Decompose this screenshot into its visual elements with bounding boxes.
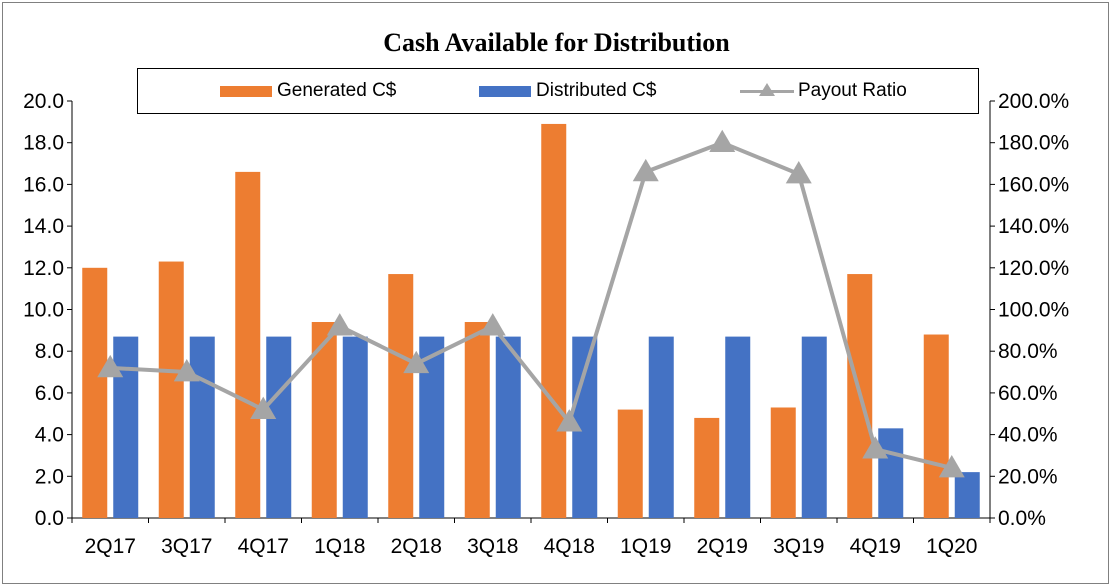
legend-label-payout: Payout Ratio	[798, 80, 907, 101]
legend-item-payout: Payout Ratio	[740, 80, 907, 102]
x-tick-label: 2Q17	[85, 535, 136, 558]
bar-generated	[617, 409, 643, 518]
y-tick-label-right: 20.0%	[998, 465, 1058, 488]
y-tick-label-right: 120.0%	[998, 257, 1069, 280]
bar-generated	[388, 274, 414, 518]
chart-title: Cash Available for Distribution	[383, 28, 730, 57]
x-tick-label: 1Q19	[620, 535, 671, 558]
bar-distributed	[495, 336, 521, 518]
legend-item-generated: Generated C$	[220, 80, 396, 102]
y-tick-label-right: 160.0%	[998, 173, 1069, 196]
y-tick-label-left: 10.0	[23, 299, 64, 322]
y-tick-label-right: 200.0%	[998, 90, 1069, 113]
y-tick-label-left: 6.0	[35, 382, 64, 405]
legend-label-generated: Generated C$	[277, 80, 397, 101]
marker-payout-ratio	[709, 129, 736, 153]
x-tick-label: 2Q18	[391, 535, 442, 558]
bar-distributed	[648, 336, 674, 518]
bar-generated	[158, 261, 184, 518]
marker-payout-ratio	[862, 436, 889, 459]
marker-payout-ratio	[97, 354, 124, 378]
bar-distributed	[725, 336, 751, 518]
x-tick-label: 1Q18	[314, 535, 365, 558]
marker-payout-ratio	[326, 313, 353, 336]
bar-distributed	[878, 428, 904, 518]
y-tick-label-left: 2.0	[35, 465, 64, 488]
y-tick-label-right: 180.0%	[998, 132, 1069, 155]
y-tick-label-left: 18.0	[23, 132, 64, 155]
legend-swatch-generated	[220, 85, 272, 97]
y-tick-label-right: 0.0%	[998, 507, 1046, 530]
bar-generated	[923, 334, 949, 518]
y-tick-label-left: 8.0	[35, 340, 64, 363]
x-tick-label: 4Q17	[238, 535, 289, 558]
marker-payout-ratio	[938, 454, 965, 478]
line-payout-ratio	[110, 140, 953, 470]
x-tick-label: 3Q18	[467, 535, 518, 558]
y-tick-label-left: 4.0	[35, 424, 64, 447]
marker-payout-ratio	[785, 160, 812, 184]
bar-distributed	[189, 336, 215, 518]
x-tick-label: 1Q20	[926, 535, 977, 558]
y-tick-label-right: 100.0%	[998, 299, 1069, 322]
y-tick-label-right: 80.0%	[998, 340, 1058, 363]
bar-generated	[464, 322, 490, 518]
y-tick-label-left: 16.0	[23, 173, 64, 196]
marker-payout-ratio	[479, 313, 506, 336]
x-tick-label: 4Q19	[850, 535, 901, 558]
x-tick-label: 3Q19	[773, 535, 824, 558]
marker-payout-ratio	[632, 158, 659, 182]
bar-distributed	[113, 336, 139, 518]
x-tick-label: 3Q17	[161, 535, 212, 558]
bar-distributed	[954, 472, 980, 518]
y-tick-label-left: 0.0	[35, 507, 64, 530]
y-tick-label-right: 140.0%	[998, 215, 1069, 238]
bar-generated	[541, 123, 567, 518]
legend-swatch-distributed	[479, 85, 531, 97]
bar-generated	[770, 407, 796, 518]
y-tick-label-left: 20.0	[23, 90, 64, 113]
y-tick-label-left: 14.0	[23, 215, 64, 238]
y-tick-label-left: 12.0	[23, 257, 64, 280]
marker-payout-ratio	[556, 409, 583, 432]
legend-label-distributed: Distributed C$	[536, 80, 657, 101]
legend-line-payout	[740, 83, 794, 99]
x-tick-label: 2Q19	[697, 535, 748, 558]
bar-distributed	[266, 336, 292, 518]
bar-generated	[82, 267, 108, 518]
y-tick-label-right: 40.0%	[998, 424, 1058, 447]
y-tick-label-right: 60.0%	[998, 382, 1058, 405]
marker-payout-ratio	[403, 350, 430, 374]
bar-generated	[235, 171, 261, 518]
marker-payout-ratio	[250, 396, 277, 419]
bar-distributed	[801, 336, 827, 518]
legend-item-distributed: Distributed C$	[479, 80, 656, 102]
bar-distributed	[342, 336, 368, 518]
bar-generated	[694, 417, 720, 518]
x-tick-label: 4Q18	[544, 535, 595, 558]
chart-legend: Generated C$ Distributed C$ Payout Ratio	[137, 68, 979, 114]
marker-payout-ratio	[173, 359, 200, 382]
